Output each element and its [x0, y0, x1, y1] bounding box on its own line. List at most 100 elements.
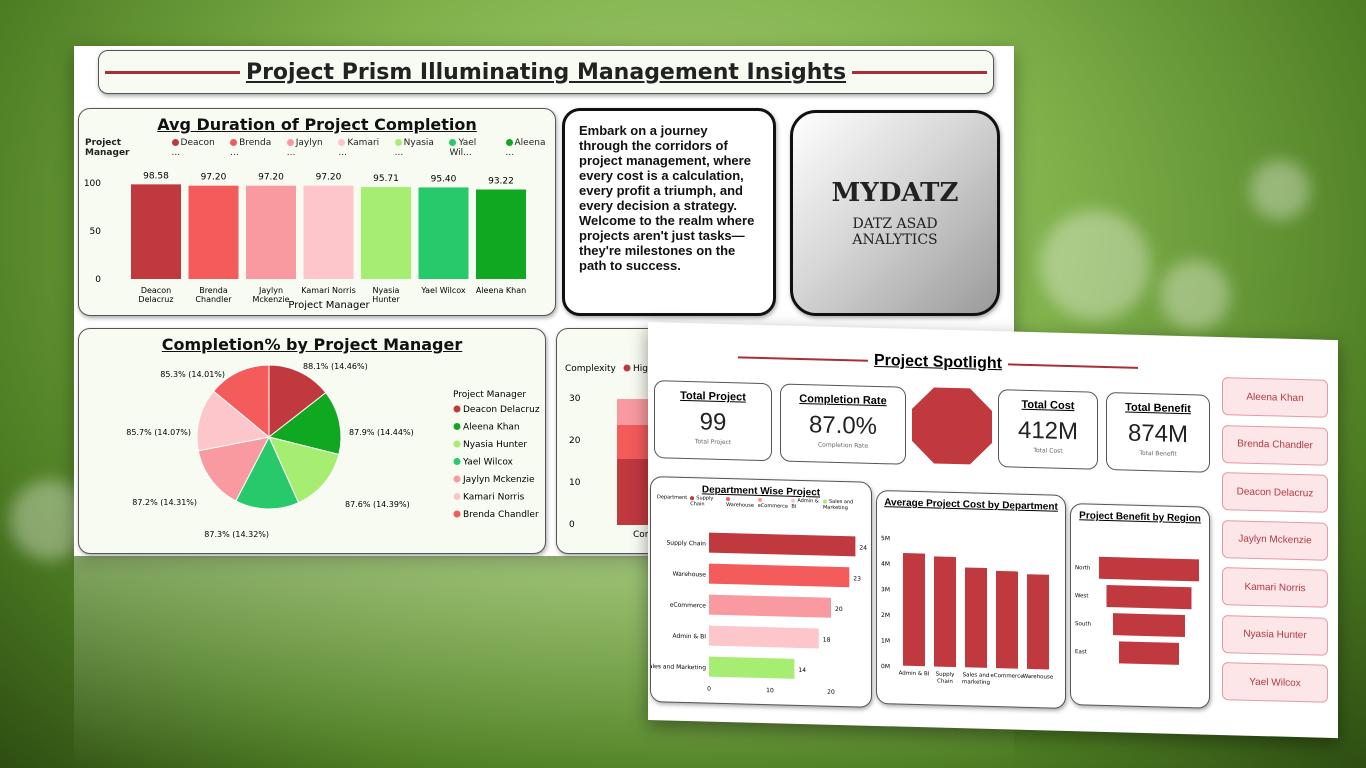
legend-item: Yael Wilcox	[462, 458, 514, 468]
kpi-total-cost: Total Cost 412M Total Cost	[998, 389, 1098, 470]
bar	[188, 185, 239, 279]
data-label: 14	[798, 667, 806, 674]
pie-slice	[196, 390, 271, 452]
legend-title: Project Manager	[453, 390, 526, 400]
legend-item: Aleena Khan	[463, 423, 520, 433]
dept-project-card[interactable]: Department Wise Project Department Suppl…	[650, 476, 872, 708]
y-tick: 10	[569, 478, 581, 488]
kpi-title: Total Cost	[1021, 398, 1075, 413]
x-tick: Yael Wilcox	[420, 286, 466, 295]
kpi-sub: Total Cost	[1033, 447, 1063, 455]
bar	[709, 625, 819, 649]
main-dashboard: Project Prism Illuminating Management In…	[74, 46, 1014, 556]
y-tick: 5M	[881, 535, 890, 542]
data-label: 97.20	[316, 173, 342, 183]
legend-title: Project Manager	[85, 138, 130, 158]
y-tick: Supply Chain	[667, 539, 707, 547]
y-tick: eCommerce	[670, 602, 707, 610]
data-label: 95.40	[431, 174, 457, 184]
pie-slice	[235, 435, 300, 510]
slicer-item[interactable]: Yael Wilcox	[1222, 662, 1328, 703]
slice-label: 87.2% (14.31%)	[132, 498, 197, 507]
pie-slice	[268, 364, 327, 439]
benefit-region-card[interactable]: Project Benefit by Region North West South…	[1070, 503, 1210, 709]
kpi-title: Completion Rate	[799, 392, 887, 408]
x-tick: eCommerce	[990, 673, 1024, 680]
bar	[246, 185, 296, 279]
spotlight-title-bar: Project Spotlight	[738, 342, 1138, 382]
x-axis-label: Project Manager	[288, 300, 370, 311]
avg-cost-card[interactable]: Average Project Cost by Department 5M 4M 3…	[876, 489, 1066, 709]
x-tick: Kamari Norris	[301, 286, 355, 295]
funnel-bar	[1119, 641, 1179, 665]
logo-name: MYDATZ	[831, 178, 959, 208]
avg-duration-title: Avg Duration of Project Completion	[157, 115, 477, 134]
funnel-bar	[1106, 585, 1192, 610]
x-tick: Warehouse	[1023, 674, 1054, 681]
region-label: South	[1075, 621, 1091, 627]
slicer-item[interactable]: Kamari Norris	[1222, 567, 1328, 608]
legend-item: Kamari Norris	[463, 493, 525, 503]
benefit-region-chart: North West South East	[1075, 556, 1199, 665]
legend-marker	[623, 364, 631, 372]
data-label: 18	[823, 637, 831, 644]
slicer-item[interactable]: Aleena Khan	[1222, 377, 1328, 418]
legend-item: Kamari ...	[338, 138, 380, 158]
legend-item: High	[633, 364, 654, 374]
x-tick: Aleena Khan	[476, 286, 526, 295]
slice-label: 85.3% (14.01%)	[160, 370, 225, 379]
legend-item: Yael Wil...	[449, 138, 477, 158]
slicer-item[interactable]: Jaylyn Mckenzie	[1222, 519, 1328, 561]
data-label: 23	[853, 575, 861, 582]
region-label: West	[1075, 593, 1089, 599]
y-tick: 3M	[881, 586, 890, 593]
logo-sub2: ANALYTICS	[852, 232, 938, 248]
avg-duration-legend: Project Manager Deacon ... Brenda ... Jayl…	[85, 138, 555, 158]
kpi-total-project: Total Project 99 Total Project	[654, 380, 772, 462]
region-label: East	[1075, 649, 1088, 655]
bar	[709, 563, 850, 588]
y-tick: 0	[569, 520, 575, 530]
avg-duration-card[interactable]: Avg Duration of Project Completion Proje…	[78, 108, 556, 316]
intro-quote: Embark on a journey through the corridor…	[562, 108, 776, 316]
pie-title: Completion% by Project Manager	[161, 335, 463, 354]
kpi-title: Total Project	[680, 389, 746, 404]
x-tick: Admin & BI	[899, 671, 930, 678]
y-tick: 30	[569, 394, 581, 404]
completion-pie-card[interactable]: Completion% by Project Manager 88.1% (14…	[78, 328, 546, 554]
data-label: 97.20	[201, 173, 227, 183]
legend-item: Brenda Chandler	[463, 510, 539, 520]
x-tick: 10	[766, 687, 774, 694]
legend-marker	[453, 493, 461, 500]
slicer-item[interactable]: Brenda Chandler	[1222, 424, 1328, 466]
y-tick: 50	[90, 227, 102, 237]
data-label: 95.71	[373, 174, 399, 184]
legend-item: Jaylyn Mckenzie	[462, 475, 535, 485]
slicer-item[interactable]: Nyasia Hunter	[1222, 614, 1328, 656]
x-tick: 0	[707, 686, 711, 693]
benefit-region-title: Project Benefit by Region	[1079, 510, 1201, 525]
x-tick: Sales and	[963, 672, 990, 679]
x-tick: Nyasia	[373, 286, 400, 295]
legend-marker	[453, 423, 461, 430]
legend-item: Aleena ...	[505, 138, 546, 158]
slice-label: 85.7% (14.07%)	[126, 428, 191, 437]
x-tick: Chandler	[195, 295, 232, 304]
y-tick: Admin & BI	[672, 633, 706, 641]
bar	[1027, 574, 1049, 670]
page-title: Project Prism Illuminating Management In…	[245, 59, 847, 85]
y-tick: 1M	[881, 638, 890, 645]
pie-slice	[267, 392, 342, 456]
bar	[709, 532, 856, 557]
funnel-bar	[1113, 613, 1185, 638]
bar	[709, 656, 795, 679]
slice-label: 87.9% (14.44%)	[349, 428, 414, 437]
kpi-title: Total Benefit	[1125, 401, 1191, 416]
pie-slice	[212, 364, 270, 439]
kpi-value: 87.0%	[808, 411, 878, 440]
x-tick: 20	[827, 689, 835, 696]
slicer-item[interactable]: Deacon Delacruz	[1222, 472, 1328, 513]
data-label: 93.22	[488, 177, 514, 187]
bar	[418, 187, 469, 279]
